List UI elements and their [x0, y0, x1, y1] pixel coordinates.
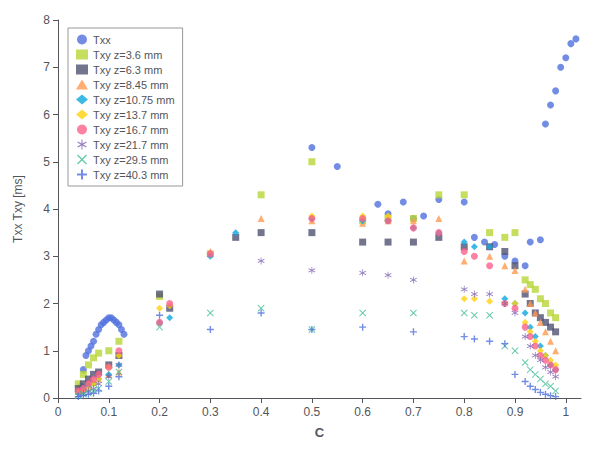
svg-text:0.5: 0.5	[304, 405, 321, 419]
svg-text:4: 4	[43, 202, 50, 216]
svg-text:Txy z=6.3 mm: Txy z=6.3 mm	[93, 64, 162, 76]
svg-text:Txx: Txx	[93, 34, 111, 46]
svg-text:0.4: 0.4	[253, 405, 270, 419]
svg-text:0.2: 0.2	[151, 405, 168, 419]
svg-text:0.1: 0.1	[100, 405, 117, 419]
svg-text:6: 6	[43, 108, 50, 122]
svg-text:3: 3	[43, 249, 50, 263]
svg-text:Txy z=13.7 mm: Txy z=13.7 mm	[93, 109, 169, 121]
svg-text:1: 1	[562, 405, 569, 419]
svg-text:7: 7	[43, 60, 50, 74]
svg-text:Txy z=40.3 mm: Txy z=40.3 mm	[93, 169, 169, 181]
svg-text:Txx Txy [ms]: Txx Txy [ms]	[11, 175, 25, 243]
svg-text:Txy z=10.75 mm: Txy z=10.75 mm	[93, 94, 175, 106]
svg-text:0: 0	[55, 405, 62, 419]
svg-text:2: 2	[43, 297, 50, 311]
svg-text:0.3: 0.3	[202, 405, 219, 419]
svg-text:Txy z=16.7 mm: Txy z=16.7 mm	[93, 124, 169, 136]
svg-text:1: 1	[43, 344, 50, 358]
svg-text:0.9: 0.9	[507, 405, 524, 419]
svg-text:0.7: 0.7	[405, 405, 422, 419]
svg-text:5: 5	[43, 155, 50, 169]
svg-text:Txy z=3.6 mm: Txy z=3.6 mm	[93, 49, 162, 61]
svg-text:Txy z=21.7 mm: Txy z=21.7 mm	[93, 139, 169, 151]
svg-text:0.6: 0.6	[354, 405, 371, 419]
svg-text:8: 8	[43, 13, 50, 27]
svg-text:Txy z=29.5 mm: Txy z=29.5 mm	[93, 154, 169, 166]
svg-text:Txy z=8.45 mm: Txy z=8.45 mm	[93, 79, 169, 91]
svg-text:0.8: 0.8	[456, 405, 473, 419]
svg-text:C: C	[315, 425, 325, 440]
svg-text:0: 0	[43, 391, 50, 405]
